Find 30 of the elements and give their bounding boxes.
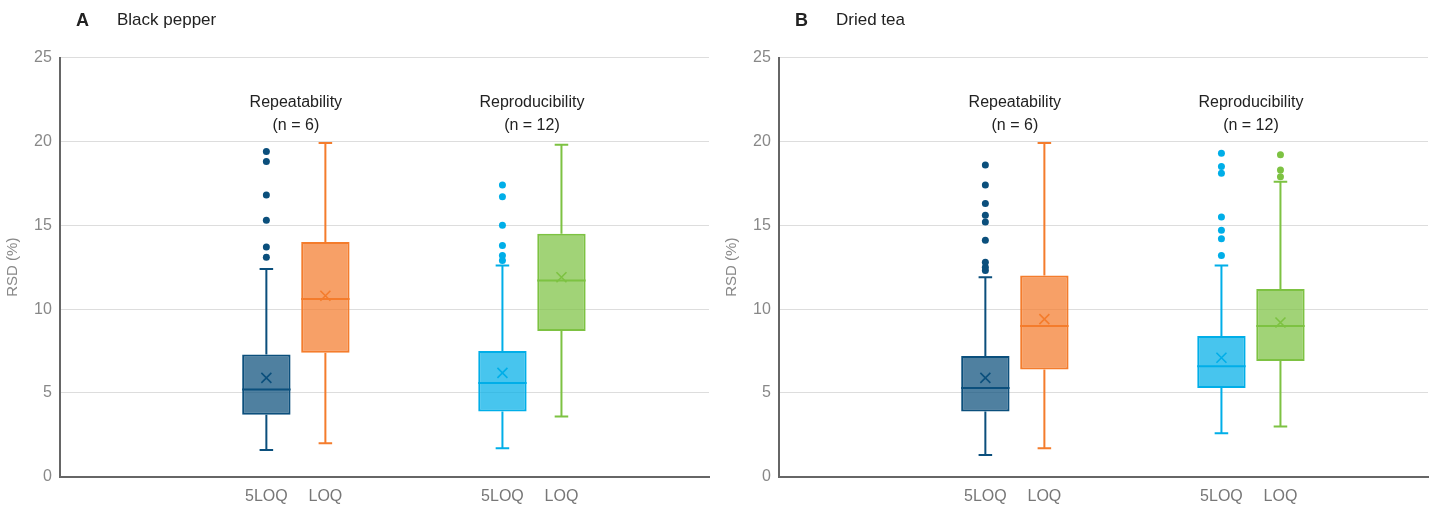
y-tick-label: 5 <box>761 383 771 401</box>
x-tick-label: LOQ <box>1027 486 1062 504</box>
chart-title: B <box>795 9 808 31</box>
x-tick-label: 5LOQ <box>481 486 524 504</box>
y-tick-label: 10 <box>753 299 771 317</box>
annotation: Repeatability (n = 6) <box>249 93 343 134</box>
x-tick-label: 5LOQ <box>245 486 288 504</box>
x-tick-label: LOQ <box>1263 486 1298 504</box>
y-tick-label: 20 <box>34 131 52 149</box>
y-tick-label: 20 <box>753 131 771 149</box>
y-axis-title: RSD (%) <box>3 237 21 297</box>
y-tick-label: 0 <box>42 467 52 485</box>
y-axis-title: RSD (%) <box>722 237 740 297</box>
chart-subtitle: Dried tea <box>836 10 905 30</box>
y-tick-label: 25 <box>753 48 771 66</box>
chart-title: A <box>76 9 89 31</box>
y-tick-label: 0 <box>761 467 771 485</box>
y-tick-label: 15 <box>753 215 771 233</box>
y-tick-label: 5 <box>42 383 52 401</box>
x-tick-label: 5LOQ <box>964 486 1007 504</box>
y-tick-label: 15 <box>34 215 52 233</box>
x-tick-label: 5LOQ <box>1200 486 1243 504</box>
y-tick-label: 10 <box>34 299 52 317</box>
y-tick-label: 25 <box>34 48 52 66</box>
chart-subtitle: Black pepper <box>117 10 217 30</box>
annotation: Reproducibility (n = 12) <box>1198 93 1304 134</box>
x-tick-label: LOQ <box>544 486 579 504</box>
annotation: Reproducibility (n = 12) <box>479 93 585 134</box>
x-tick-label: LOQ <box>308 486 343 504</box>
annotation: Repeatability (n = 6) <box>968 93 1062 134</box>
